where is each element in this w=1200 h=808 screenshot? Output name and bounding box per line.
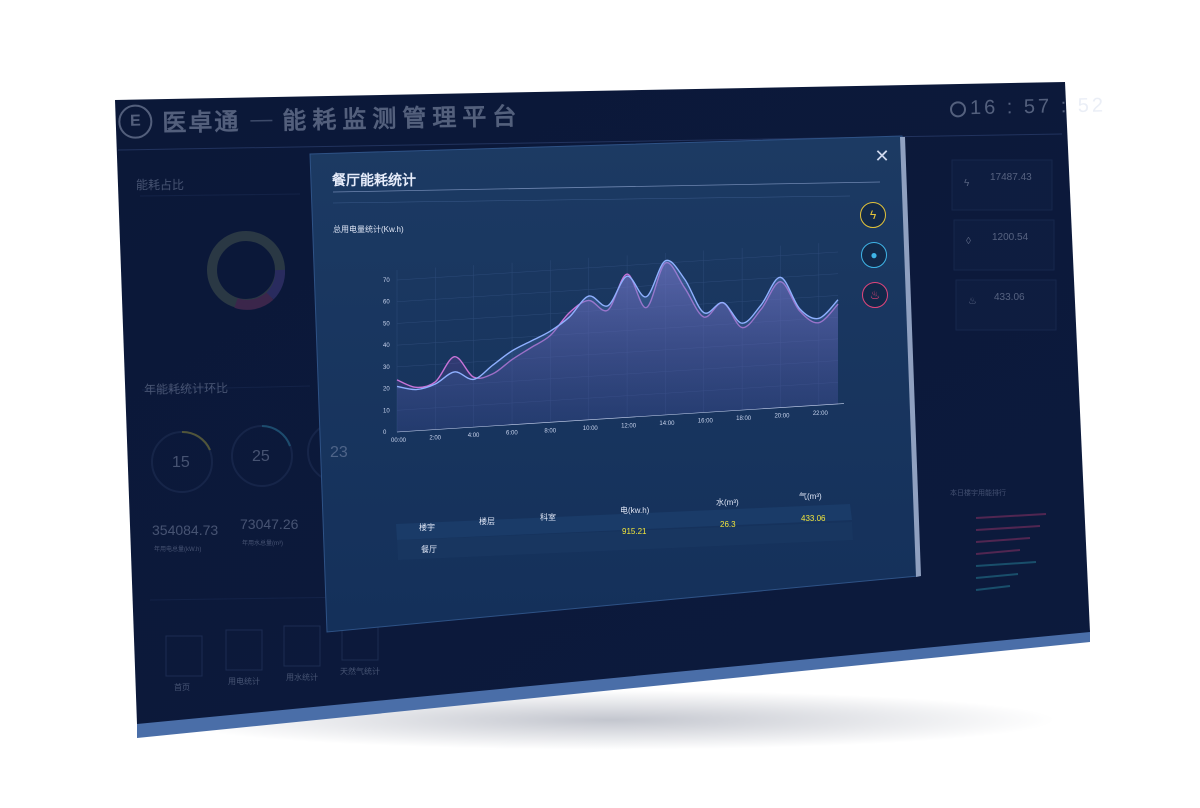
x-tick-label: 00:00 <box>391 438 407 444</box>
grid-line <box>396 273 839 302</box>
th-water: 水(m³) <box>716 498 739 507</box>
th-electric: 电(kw.h) <box>620 506 650 515</box>
gauge-value-1: 15 <box>172 454 190 471</box>
th-floor: 楼层 <box>479 517 495 526</box>
year-water-total: 73047.26 <box>240 516 299 532</box>
x-tick-label: 8:00 <box>544 428 556 434</box>
modal-title: 餐厅能耗统计 <box>332 172 416 188</box>
grid-line <box>396 251 839 281</box>
x-tick-label: 22:00 <box>813 411 829 417</box>
ranking-bars <box>975 513 1047 591</box>
y-tick-label: 10 <box>383 408 390 414</box>
lightning-icon: ϟ <box>964 178 970 189</box>
x-tick-label: 10:00 <box>583 426 599 432</box>
year-electric-total: 354084.73 <box>152 522 219 538</box>
y-tick-label: 0 <box>383 430 387 436</box>
water-drop-icon[interactable]: ● <box>861 242 887 268</box>
card-gas-value: 433.06 <box>994 292 1025 303</box>
year-water-label: 年用水总量(m³) <box>242 541 283 547</box>
td-gas: 433.06 <box>801 514 826 523</box>
card-water-value: 1200.54 <box>992 232 1029 243</box>
x-tick-label: 16:00 <box>698 419 714 425</box>
chart-subtitle: 总用电量统计(Kw.h) <box>333 225 404 234</box>
brand-logo-icon: E <box>118 103 153 139</box>
series-line <box>396 259 839 391</box>
lightning-icon[interactable]: ϟ <box>860 202 886 228</box>
table-row-band <box>397 522 853 560</box>
close-icon[interactable]: ✕ <box>874 146 890 166</box>
flame-icon[interactable]: ♨ <box>862 282 888 308</box>
energy-share-donut <box>207 231 286 310</box>
th-building: 楼宇 <box>419 523 435 532</box>
y-tick-label: 30 <box>383 365 390 371</box>
platform-title: 能耗监测管理平台 <box>282 103 523 135</box>
screen-bezel <box>137 630 1090 738</box>
x-tick-label: 4:00 <box>468 433 480 439</box>
td-water: 26.3 <box>720 520 736 529</box>
table-header-band <box>396 504 852 540</box>
modal-scrollbar[interactable] <box>900 137 921 577</box>
nav-water-stats[interactable]: 用水统计 <box>286 673 318 682</box>
x-tick-label: 14:00 <box>659 421 675 427</box>
gauge-value-2: 25 <box>252 448 270 465</box>
y-tick-label: 50 <box>383 321 390 327</box>
clock: 16 : 57 : 52 <box>949 94 1107 121</box>
x-tick-label: 20:00 <box>774 414 790 420</box>
flame-icon: ♨ <box>968 296 977 307</box>
x-tick-label: 6:00 <box>506 431 518 437</box>
brand-separator: — <box>250 105 273 131</box>
nav-home[interactable]: 首页 <box>174 683 190 692</box>
x-tick-label: 2:00 <box>429 436 441 442</box>
series-area <box>397 260 838 432</box>
clock-time: 16 : 57 : 52 <box>969 94 1107 120</box>
th-gas: 气(m³) <box>799 492 822 501</box>
y-tick-label: 40 <box>383 343 390 349</box>
y-tick-label: 20 <box>383 387 390 393</box>
x-axis <box>396 403 845 433</box>
nav-gas-stats[interactable]: 天然气统计 <box>340 667 380 676</box>
td-electric: 915.21 <box>622 527 647 536</box>
brand-name: 医卓通 <box>162 108 241 138</box>
year-electric-label: 年用电总量(kW.h) <box>154 547 202 553</box>
water-drop-icon: ◊ <box>966 236 971 247</box>
gauge-value-3: 23 <box>330 444 348 461</box>
y-tick-label: 60 <box>383 300 390 306</box>
clock-icon <box>949 100 967 117</box>
td-building[interactable]: 餐厅 <box>421 545 437 554</box>
energy-share-title: 能耗占比 <box>136 178 185 192</box>
x-tick-label: 18:00 <box>736 416 752 422</box>
y-tick-label: 70 <box>383 278 390 284</box>
card-electric-value: 17487.43 <box>990 172 1032 183</box>
th-department: 科室 <box>540 513 556 522</box>
nav-electric-stats[interactable]: 用电统计 <box>228 677 260 686</box>
year-compare-title: 年能耗统计环比 <box>143 381 229 397</box>
right-summary-cards <box>951 159 1057 331</box>
electricity-area-chart: 0 10 20 30 40 50 60 70 00:00 2:00 4:00 6:00 8:00 10:0… <box>383 243 845 444</box>
ranking-title: 本日楼宇用能排行 <box>950 490 1006 497</box>
x-tick-label: 12:00 <box>621 423 637 429</box>
